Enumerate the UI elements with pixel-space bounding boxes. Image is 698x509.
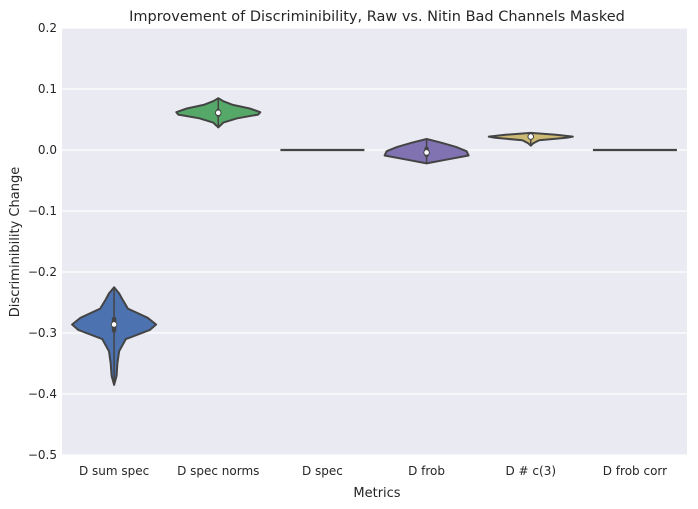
y-tick-label: 0.0 bbox=[38, 143, 57, 157]
x-tick-label: D spec norms bbox=[177, 464, 259, 478]
y-tick-label: 0.1 bbox=[38, 82, 57, 96]
y-tick-label: −0.5 bbox=[28, 448, 57, 462]
violin bbox=[383, 138, 470, 165]
x-tick-label: D spec bbox=[302, 464, 343, 478]
chart-title: Improvement of Discriminibility, Raw vs.… bbox=[129, 9, 625, 25]
y-tick-labels: 0.2 0.1 0.0 −0.1 −0.2 −0.3 −0.4 −0.5 bbox=[28, 21, 57, 462]
violin bbox=[487, 131, 574, 147]
plot-area bbox=[62, 28, 687, 455]
x-tick-label: D # c(3) bbox=[505, 464, 556, 478]
violin-median-point bbox=[527, 133, 535, 140]
x-axis-label: Metrics bbox=[353, 486, 400, 501]
y-tick-label: 0.2 bbox=[38, 21, 57, 35]
violins bbox=[71, 97, 677, 386]
x-tick-label: D sum spec bbox=[79, 464, 149, 478]
violin-median-point bbox=[110, 321, 118, 328]
violin-median-point bbox=[423, 149, 430, 156]
violin bbox=[175, 97, 262, 129]
x-tick-labels: D sum spec D spec norms D spec D frob D # c(… bbox=[79, 464, 667, 478]
y-tick-label: −0.2 bbox=[28, 265, 57, 279]
y-tick-label: −0.3 bbox=[28, 326, 57, 340]
y-axis-label: Discriminibility Change bbox=[8, 167, 23, 317]
y-tick-label: −0.4 bbox=[28, 387, 57, 401]
x-tick-label: D frob corr bbox=[603, 464, 667, 478]
y-tick-label: −0.1 bbox=[28, 204, 57, 218]
gridlines bbox=[62, 27, 687, 456]
violin-median-point bbox=[214, 109, 222, 117]
x-tick-label: D frob bbox=[408, 464, 445, 478]
violin bbox=[71, 286, 158, 386]
